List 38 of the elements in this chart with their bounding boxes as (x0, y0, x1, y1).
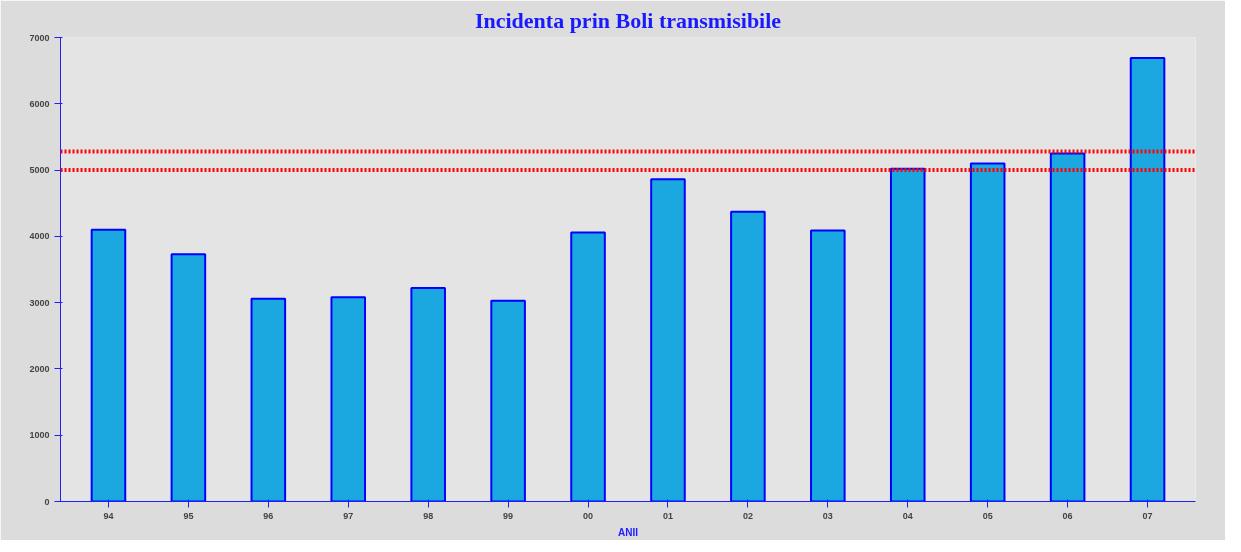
y-tick-label: 3000 (29, 297, 50, 308)
bar (889, 167, 926, 502)
y-tick-label: 4000 (29, 231, 50, 242)
bar (730, 210, 766, 502)
x-tick-label: 96 (263, 510, 274, 521)
bar (810, 229, 846, 502)
y-tick-label: 1000 (29, 430, 50, 441)
bar (330, 296, 367, 502)
x-tick-label: 02 (742, 510, 753, 521)
x-tick-label: 01 (662, 510, 673, 521)
y-tick-label: 7000 (29, 32, 50, 43)
y-tick-label: 2000 (29, 363, 50, 374)
bar (170, 253, 207, 502)
x-tick-label: 98 (423, 510, 434, 521)
x-tick-label: 03 (822, 510, 833, 521)
x-tick-label: 00 (583, 510, 594, 521)
x-tick-label: 06 (1062, 510, 1073, 521)
bar (1129, 57, 1166, 502)
y-tick-label: 0 (44, 496, 50, 507)
x-tick-label: 94 (103, 510, 114, 521)
chart-title: Incidenta prin Boli transmisibile (474, 7, 782, 33)
y-tick-label: 5000 (29, 165, 50, 176)
bar (410, 287, 446, 502)
bar (90, 228, 127, 502)
bar (650, 178, 686, 502)
x-axis-title: ANII (618, 526, 639, 538)
bar (969, 162, 1006, 502)
x-tick-label: 95 (183, 510, 194, 521)
x-tick-label: 07 (1142, 510, 1153, 521)
bar (1049, 152, 1086, 502)
x-tick-label: 99 (503, 510, 514, 521)
y-tick-label: 6000 (29, 98, 50, 109)
x-tick-label: 05 (982, 510, 993, 521)
bar (250, 297, 287, 502)
bar (570, 231, 606, 502)
bar (490, 299, 526, 502)
x-tick-label: 97 (343, 510, 354, 521)
x-tick-label: 04 (902, 510, 913, 521)
